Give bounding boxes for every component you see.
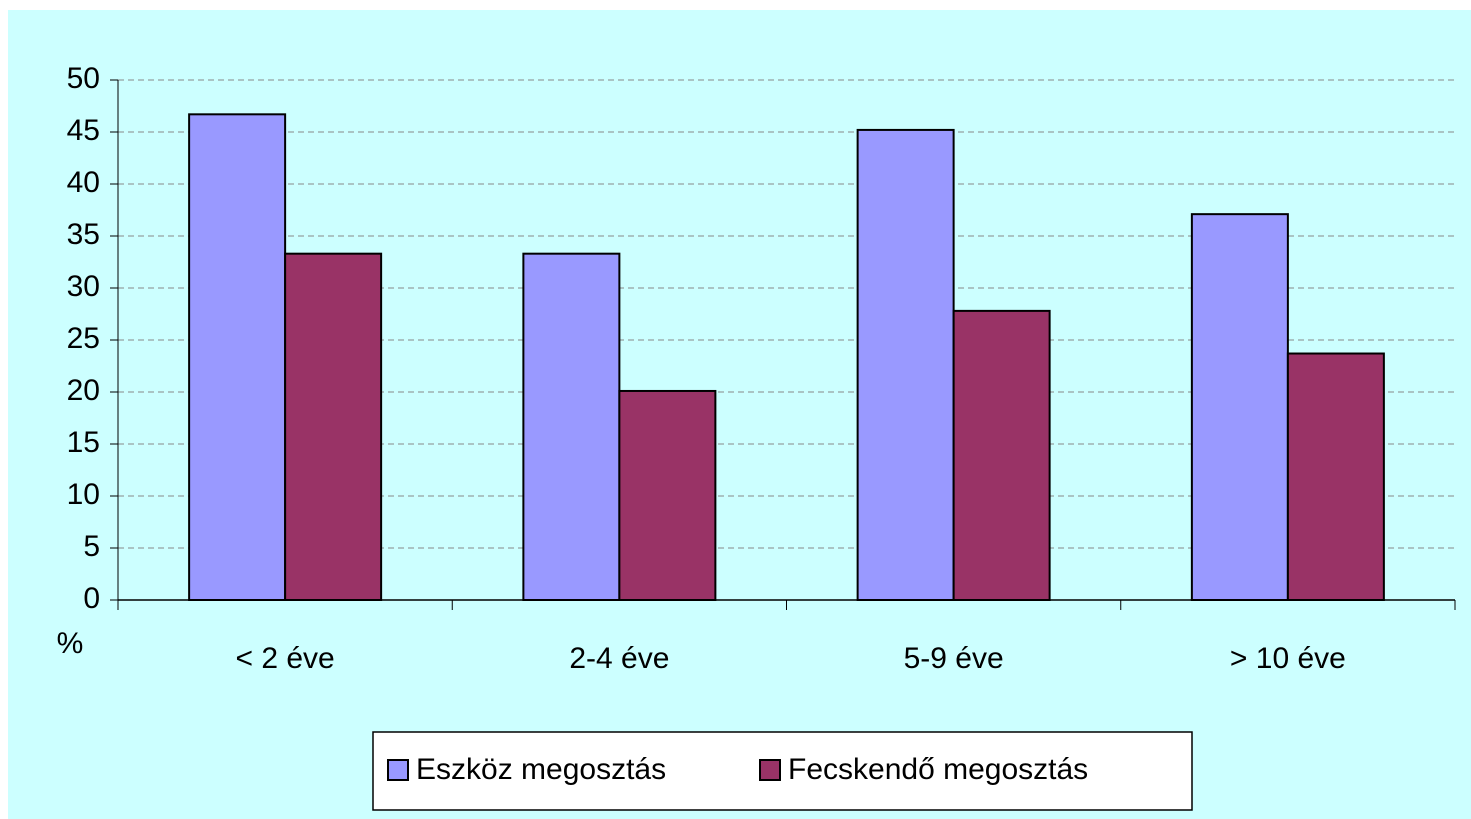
bar (1286, 352, 1385, 601)
y-tick-label: 30 (67, 270, 100, 303)
y-tick-label: 20 (67, 374, 100, 407)
y-tick-label: 5 (83, 530, 100, 563)
y-tick-label: 45 (67, 114, 100, 147)
y-tick-label: 0 (83, 582, 100, 615)
x-tick-label: 5-9 éve (904, 642, 1004, 675)
legend-label: Eszköz megosztás (416, 753, 666, 786)
bar (856, 128, 955, 601)
y-axis-label: % (57, 627, 84, 660)
y-tick-label: 15 (67, 426, 100, 459)
y-tick-label: 25 (67, 322, 100, 355)
bar (284, 252, 383, 601)
y-tick-label: 35 (67, 218, 100, 251)
bar (952, 309, 1051, 601)
y-tick-label: 40 (67, 166, 100, 199)
x-tick-label: 2-4 éve (569, 642, 669, 675)
legend-box (372, 731, 1193, 811)
y-tick-label: 10 (67, 478, 100, 511)
x-tick-label: > 10 éve (1230, 642, 1346, 675)
bar (1190, 213, 1289, 601)
legend-swatch (759, 759, 781, 781)
bar (188, 113, 287, 601)
bar (522, 252, 621, 601)
y-tick-label: 50 (67, 62, 100, 95)
bar (618, 389, 717, 601)
legend-swatch (387, 759, 409, 781)
x-tick-label: < 2 éve (236, 642, 335, 675)
legend-label: Fecskendő megosztás (788, 753, 1088, 786)
